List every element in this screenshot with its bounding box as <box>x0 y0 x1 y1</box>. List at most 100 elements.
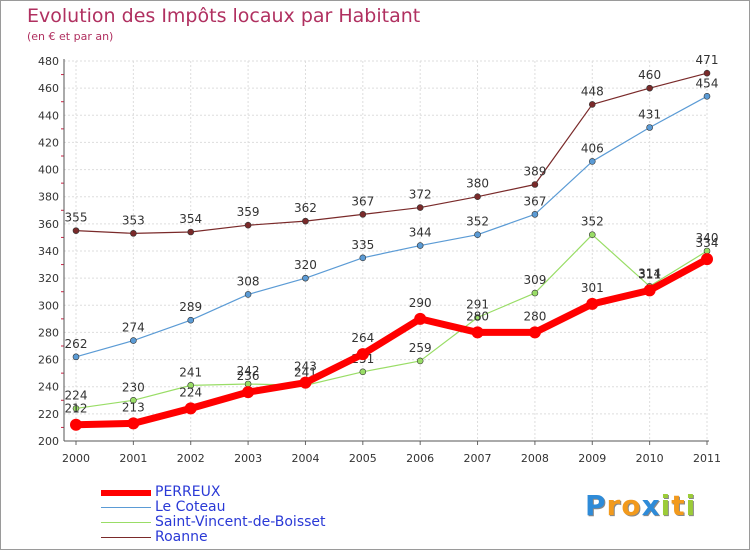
data-label: 213 <box>122 400 145 414</box>
data-point <box>242 386 255 399</box>
data-point <box>299 376 312 389</box>
data-point <box>187 382 195 389</box>
data-label: 359 <box>237 205 260 219</box>
series-line <box>72 255 711 429</box>
data-label: 340 <box>696 231 719 245</box>
legend-label: Saint-Vincent-de-Boisset <box>155 514 326 530</box>
data-label: 236 <box>237 369 260 383</box>
data-label: 242 <box>237 364 260 378</box>
chart-title: Evolution des Impôts locaux par Habitant <box>27 5 421 27</box>
data-label: 406 <box>581 141 604 155</box>
data-point <box>531 181 539 188</box>
data-point <box>416 204 424 211</box>
y-tick-label: 320 <box>38 272 59 285</box>
data-point <box>130 396 137 404</box>
data-label: 259 <box>409 341 432 355</box>
y-tick-label: 280 <box>38 326 59 339</box>
data-point <box>643 284 656 297</box>
series-line <box>75 95 708 358</box>
y-tick-label: 360 <box>38 218 59 231</box>
data-label: 264 <box>351 331 374 345</box>
data-label: 431 <box>638 108 661 122</box>
legend-label: Le Coteau <box>155 499 226 515</box>
data-point <box>302 217 309 225</box>
data-point <box>359 254 367 262</box>
data-label: 454 <box>696 76 719 90</box>
x-tick-label: 2010 <box>636 452 664 465</box>
data-point <box>244 221 252 229</box>
data-point <box>130 337 137 344</box>
data-label: 389 <box>523 165 546 179</box>
x-tick-label: 2003 <box>234 452 262 465</box>
legend-swatch <box>101 521 151 524</box>
y-tick-label: 480 <box>38 55 59 68</box>
data-point <box>72 405 80 412</box>
data-point <box>701 253 713 266</box>
data-point <box>416 242 424 249</box>
data-point <box>356 348 369 361</box>
data-label: 320 <box>294 258 317 272</box>
data-label: 354 <box>179 212 202 226</box>
data-label: 241 <box>294 365 317 379</box>
data-point <box>528 326 541 339</box>
y-tick-label: 340 <box>38 245 59 258</box>
data-point <box>302 274 309 282</box>
x-tick-label: 2001 <box>119 452 147 465</box>
logo-letter: r <box>606 489 622 522</box>
data-point <box>130 230 137 237</box>
data-label: 314 <box>638 266 661 280</box>
data-label: 289 <box>179 300 202 314</box>
data-label: 290 <box>409 296 432 310</box>
data-label: 448 <box>581 84 604 98</box>
data-label: 243 <box>294 360 317 374</box>
x-tick-label: 2006 <box>406 452 434 465</box>
logo-letter: P <box>585 489 607 522</box>
data-label: 471 <box>696 53 719 67</box>
logo-letter: o <box>621 489 642 522</box>
y-tick-label: 380 <box>38 191 59 204</box>
x-tick-label: 2005 <box>349 452 377 465</box>
data-label: 280 <box>466 309 489 323</box>
data-label: 362 <box>294 201 317 215</box>
x-tick-label: 2002 <box>177 452 205 465</box>
data-point <box>531 289 539 297</box>
chart-subtitle: (en € et par an) <box>27 30 114 43</box>
data-point <box>474 231 481 239</box>
data-label: 309 <box>523 273 546 287</box>
data-label: 460 <box>638 68 661 82</box>
logo-letter: t <box>671 489 686 522</box>
data-label: 301 <box>581 281 604 295</box>
legend-label: PERREUX <box>155 484 221 500</box>
data-point <box>72 227 80 234</box>
series-line <box>75 72 708 234</box>
data-point <box>588 158 596 165</box>
logo-letter: i <box>685 489 697 522</box>
y-tick-label: 460 <box>38 82 59 95</box>
data-label: 367 <box>351 194 374 208</box>
x-tick-label: 2007 <box>464 452 492 465</box>
data-point <box>187 228 195 236</box>
data-label: 241 <box>179 365 202 379</box>
data-point <box>588 101 596 108</box>
y-tick-label: 260 <box>38 354 59 367</box>
data-point <box>474 314 481 321</box>
x-tick-label: 2000 <box>62 452 90 465</box>
data-label: 344 <box>409 226 432 240</box>
data-label: 372 <box>409 188 432 202</box>
data-point <box>646 84 653 92</box>
data-label: 308 <box>237 274 260 288</box>
data-point <box>359 211 367 218</box>
proxiti-logo: Proxiti <box>585 489 696 522</box>
y-tick-label: 220 <box>38 408 59 421</box>
x-tick-label: 2009 <box>578 452 606 465</box>
data-label: 262 <box>65 337 88 351</box>
y-tick-label: 440 <box>38 109 59 122</box>
series-roanne: 355 353 354 359 362 367 372 380 389 448 460 471 <box>65 53 719 237</box>
data-label: 380 <box>466 177 489 191</box>
legend-item: Roanne <box>101 530 326 545</box>
series-saint-vincent-de-boisset: 224230241242241251259291309352314340 <box>65 215 719 412</box>
y-tick-label: 400 <box>38 164 59 177</box>
data-point <box>359 368 367 376</box>
